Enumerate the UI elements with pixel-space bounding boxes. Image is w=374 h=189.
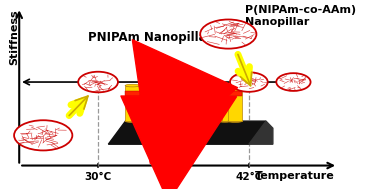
Ellipse shape bbox=[218, 120, 231, 122]
Ellipse shape bbox=[218, 91, 231, 94]
Circle shape bbox=[276, 73, 310, 91]
Circle shape bbox=[230, 72, 268, 92]
Bar bbox=[228, 86, 242, 121]
Bar bbox=[218, 93, 231, 121]
Circle shape bbox=[200, 19, 257, 49]
Bar bbox=[157, 93, 169, 121]
Text: Temperature: Temperature bbox=[255, 171, 335, 181]
Ellipse shape bbox=[166, 84, 181, 87]
Bar bbox=[208, 86, 222, 121]
Text: 30°C: 30°C bbox=[85, 172, 112, 182]
Ellipse shape bbox=[166, 120, 181, 122]
Ellipse shape bbox=[198, 120, 211, 122]
Text: 42°C: 42°C bbox=[235, 172, 263, 182]
Bar bbox=[177, 97, 190, 101]
Bar bbox=[146, 91, 160, 95]
Bar bbox=[157, 97, 169, 101]
Bar bbox=[218, 97, 231, 101]
Text: P(NIPAm-co-AAm)
Nanopillar: P(NIPAm-co-AAm) Nanopillar bbox=[245, 5, 356, 27]
Ellipse shape bbox=[125, 120, 140, 122]
Bar bbox=[136, 97, 149, 101]
Polygon shape bbox=[249, 121, 273, 144]
Ellipse shape bbox=[228, 84, 242, 87]
Bar bbox=[125, 86, 140, 121]
Bar bbox=[228, 91, 242, 95]
Ellipse shape bbox=[136, 120, 149, 122]
Ellipse shape bbox=[136, 91, 149, 94]
Bar bbox=[198, 97, 211, 101]
Bar bbox=[198, 93, 211, 121]
Ellipse shape bbox=[198, 91, 211, 94]
Ellipse shape bbox=[146, 120, 160, 122]
Ellipse shape bbox=[146, 84, 160, 87]
Ellipse shape bbox=[187, 84, 201, 87]
Text: Stiffness: Stiffness bbox=[9, 9, 19, 65]
Circle shape bbox=[78, 72, 118, 92]
Ellipse shape bbox=[177, 91, 190, 94]
Bar bbox=[166, 86, 181, 121]
Ellipse shape bbox=[228, 120, 242, 122]
Ellipse shape bbox=[157, 91, 169, 94]
Ellipse shape bbox=[157, 120, 169, 122]
Bar bbox=[187, 91, 201, 95]
Text: PNIPAm Nanopillar: PNIPAm Nanopillar bbox=[88, 31, 212, 44]
Bar bbox=[187, 86, 201, 121]
Bar bbox=[125, 91, 140, 95]
Circle shape bbox=[14, 120, 72, 150]
Ellipse shape bbox=[208, 120, 222, 122]
Bar bbox=[177, 93, 190, 121]
Bar bbox=[208, 91, 222, 95]
Ellipse shape bbox=[125, 84, 140, 87]
Bar bbox=[146, 86, 160, 121]
Ellipse shape bbox=[208, 84, 222, 87]
Bar bbox=[136, 93, 149, 121]
Bar bbox=[166, 91, 181, 95]
Ellipse shape bbox=[187, 120, 201, 122]
Polygon shape bbox=[108, 121, 266, 144]
Ellipse shape bbox=[177, 120, 190, 122]
